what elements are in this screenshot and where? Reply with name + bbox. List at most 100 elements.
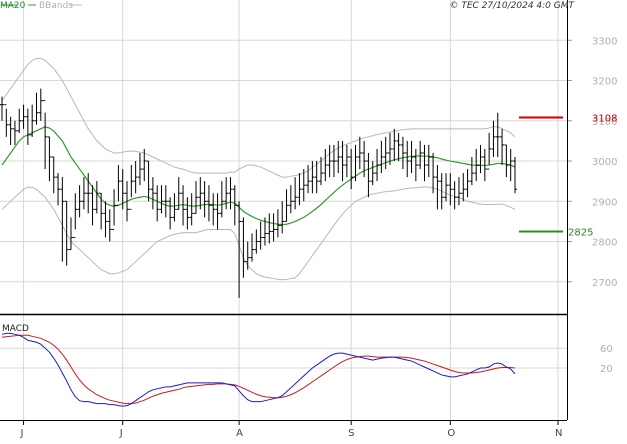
month-label: N xyxy=(555,428,562,439)
price-bar xyxy=(181,185,186,226)
price-bar xyxy=(310,161,315,194)
price-bar xyxy=(387,132,392,166)
price-bar xyxy=(504,144,509,178)
price-bar xyxy=(362,140,367,178)
ma20-layer xyxy=(1,126,516,226)
price-bar xyxy=(73,193,78,239)
price-bar xyxy=(129,165,134,210)
price-bar xyxy=(206,185,211,222)
price-bar xyxy=(409,140,414,174)
macd-panel-title: MACD xyxy=(2,324,29,334)
price-bar xyxy=(349,148,354,190)
month-label: S xyxy=(348,428,354,439)
price-bar xyxy=(176,177,181,210)
price-bar xyxy=(150,177,155,210)
price-grid xyxy=(0,0,567,420)
price-bar xyxy=(288,185,293,214)
price-bar xyxy=(193,181,198,214)
price-bar xyxy=(340,140,345,182)
macd-line xyxy=(1,332,516,407)
price-y-tick-label: 3300 xyxy=(592,36,617,47)
price-bar xyxy=(383,136,388,170)
price-y-tick-label: 3100 xyxy=(592,117,617,128)
price-bar xyxy=(215,193,220,230)
price-bar xyxy=(81,177,86,210)
macd-signal-line xyxy=(1,334,516,405)
price-bar xyxy=(38,88,43,121)
price-bar xyxy=(202,181,207,218)
price-bar xyxy=(25,108,30,145)
price-bar xyxy=(491,120,496,157)
price-bar xyxy=(469,157,474,186)
price-bar xyxy=(146,160,151,202)
month-label: O xyxy=(447,428,455,439)
ma20-legend-label: MA20 xyxy=(0,1,26,11)
price-bar xyxy=(379,140,384,174)
price-bar xyxy=(90,185,95,226)
macd-y-tick-label: 60 xyxy=(600,344,613,355)
price-bar xyxy=(301,169,306,202)
price-bar xyxy=(60,177,65,262)
month-label: J xyxy=(20,428,24,439)
macd-grid xyxy=(0,347,567,369)
price-bar xyxy=(47,136,52,182)
price-bar xyxy=(293,177,298,210)
price-bar xyxy=(331,144,336,178)
price-bar xyxy=(482,148,487,182)
price-bar xyxy=(56,173,61,206)
price-bar xyxy=(513,157,517,194)
price-y-tick-label: 3200 xyxy=(592,77,617,88)
price-bar xyxy=(314,161,319,194)
price-bar xyxy=(185,197,190,230)
levels-layer: 3108 2825 xyxy=(519,114,617,238)
price-bar xyxy=(353,144,358,182)
price-bar xyxy=(508,148,513,182)
price-bar xyxy=(232,185,237,226)
price-y-tick-label: 3000 xyxy=(592,157,617,168)
price-bar xyxy=(431,152,436,194)
price-bar xyxy=(112,189,117,230)
price-panel-bg xyxy=(0,0,567,314)
support-label: 2825 xyxy=(568,227,593,238)
price-bar xyxy=(280,201,285,234)
price-bar xyxy=(413,148,418,182)
price-bar xyxy=(168,197,173,230)
price-bar xyxy=(474,148,479,182)
price-bar xyxy=(396,132,401,162)
price-bar xyxy=(94,181,99,214)
price-y-tick-label: 2900 xyxy=(592,197,617,208)
price-bar xyxy=(228,177,233,210)
ma20-line xyxy=(1,126,516,226)
price-bar xyxy=(418,140,423,170)
price-bar xyxy=(21,104,26,129)
price-bar xyxy=(12,120,17,145)
price-bar xyxy=(137,152,142,186)
price-bar xyxy=(0,96,4,121)
price-bar xyxy=(17,108,22,133)
price-bar xyxy=(344,144,349,178)
bbands-legend-label: BBands xyxy=(39,1,73,11)
price-bar xyxy=(211,193,216,226)
price-bar xyxy=(327,144,332,178)
price-bar xyxy=(426,144,431,178)
bbands-lower-line xyxy=(1,186,516,281)
price-bar xyxy=(370,161,375,186)
price-bar xyxy=(77,185,82,218)
price-bars-layer xyxy=(0,88,517,298)
price-bar xyxy=(448,173,453,206)
macd-y-tick-label: 20 xyxy=(600,364,613,375)
price-bar xyxy=(258,221,263,250)
month-label: J xyxy=(119,428,123,439)
price-bar xyxy=(219,181,224,218)
price-bar xyxy=(245,241,250,270)
price-bar xyxy=(237,201,242,298)
price-bar xyxy=(405,140,410,178)
price-bar xyxy=(392,128,397,162)
month-label: A xyxy=(236,428,243,439)
price-bar xyxy=(250,233,255,262)
price-bar xyxy=(478,144,483,174)
price-bar xyxy=(297,173,302,206)
price-bar xyxy=(357,136,362,170)
